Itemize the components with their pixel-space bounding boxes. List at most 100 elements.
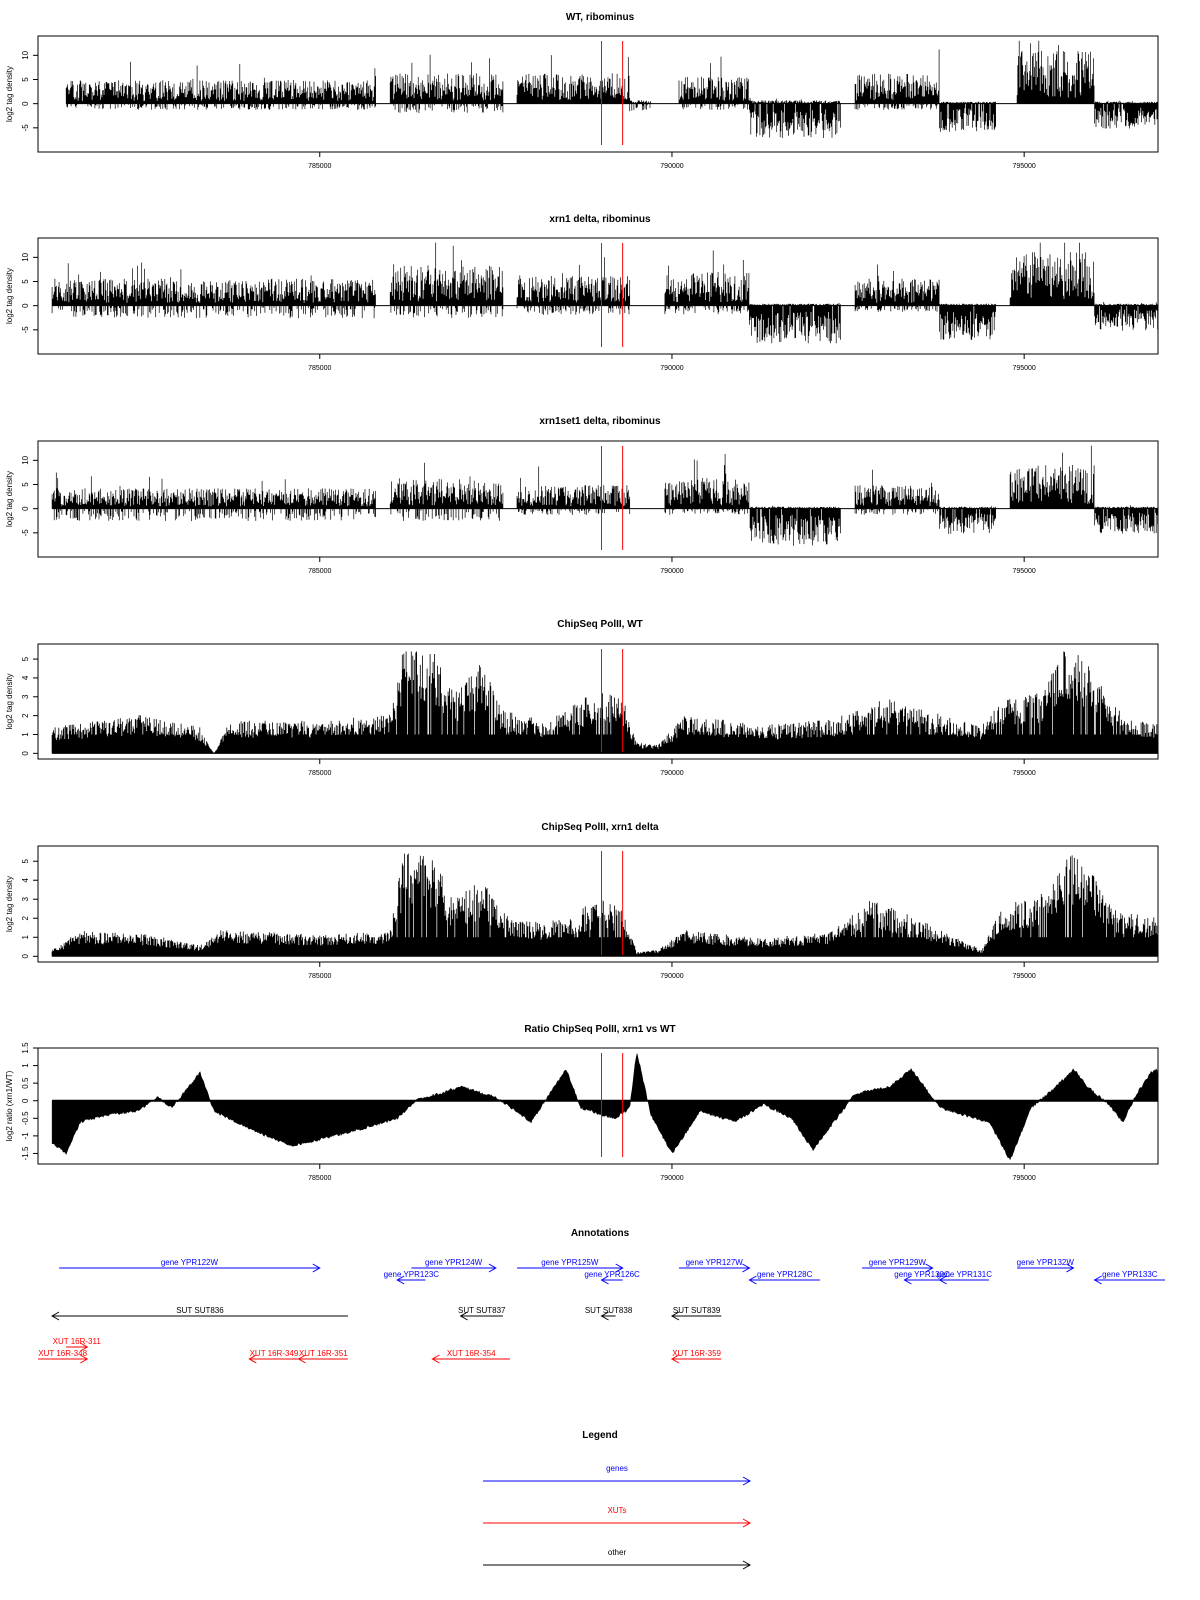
annotation-feature: XUT 16R-348 xyxy=(38,1349,89,1364)
x-tick-label: 785000 xyxy=(308,1175,331,1182)
feature-label: gene YPR129W xyxy=(869,1258,927,1267)
feature-arrow-head xyxy=(312,1263,321,1273)
plot-frame xyxy=(37,237,1159,355)
annotation-feature: SUT SUT837 xyxy=(458,1306,506,1321)
feature-arrow-head xyxy=(925,1263,934,1273)
feature-arrow-head xyxy=(396,1275,405,1285)
y-tick-label: 4 xyxy=(21,877,30,882)
annotation-feature: gene YPR124W xyxy=(411,1258,497,1273)
chart-panel-5: ChipSeq PolII, xrn1 delta log2 tag densit… xyxy=(5,822,1159,980)
y-tick-label: -1 xyxy=(21,1132,30,1140)
feature-label: gene YPR123C xyxy=(384,1270,440,1279)
y-tick-label: 0 xyxy=(21,101,30,106)
feature-label: XUT 16R-311 xyxy=(53,1337,102,1346)
y-tick-label: 5 xyxy=(21,77,30,82)
annotation-feature: gene YPR122W xyxy=(59,1258,321,1273)
x-tick-label: 795000 xyxy=(1012,568,1035,575)
feature-label: gene YPR132W xyxy=(1017,1258,1075,1267)
y-tick-label: 0 xyxy=(21,751,30,756)
ratio-area xyxy=(51,1053,1159,1161)
x-tick-label: 795000 xyxy=(1012,770,1035,777)
feature-label: SUT SUT837 xyxy=(458,1306,506,1315)
x-tick-label: 795000 xyxy=(1012,1175,1035,1182)
legend-title: Legend xyxy=(582,1430,618,1441)
y-tick-label: 2 xyxy=(21,915,30,920)
feature-arrow-head xyxy=(938,1275,947,1285)
plot-frame xyxy=(37,643,1159,760)
annotation-feature: gene YPR127W xyxy=(679,1258,751,1273)
legend-entry: genes xyxy=(483,1464,752,1486)
y-tick-label: -5 xyxy=(21,124,30,132)
data-series xyxy=(51,242,1158,344)
tag-density-bars xyxy=(51,242,1158,344)
feature-arrow-head xyxy=(600,1275,609,1285)
y-tick-label: 1 xyxy=(21,935,30,940)
annotation-feature: gene YPR128C xyxy=(748,1270,820,1285)
annotation-feature: gene YPR131C xyxy=(937,1270,993,1285)
feature-arrow-head xyxy=(248,1354,257,1364)
plot-frame xyxy=(37,1047,1159,1165)
y-axis-label: log2 tag density xyxy=(5,268,14,324)
y-tick-label: 0 xyxy=(21,954,30,959)
annotations-panel: Annotations gene YPR122W gene YPR123C gene … xyxy=(38,1228,1166,1364)
chart-panel-4: ChipSeq PolII, WT log2 tag density 0 1 2 3 4 5 7… xyxy=(5,619,1159,777)
legend-label: other xyxy=(608,1548,627,1557)
x-tick-label: 790000 xyxy=(660,973,683,980)
annotation-feature: SUT SUT836 xyxy=(51,1306,348,1321)
y-tick-label: 2 xyxy=(21,713,30,718)
feature-arrow-head xyxy=(600,1311,609,1321)
feature-label: gene YPR133C xyxy=(1102,1270,1158,1279)
chart-title: Ratio ChipSeq PolII, xrn1 vs WT xyxy=(524,1024,675,1035)
feature-arrow-head xyxy=(51,1311,60,1321)
feature-label: gene YPR131C xyxy=(937,1270,993,1279)
feature-arrow-head xyxy=(1093,1275,1102,1285)
chart-title: WT, ribominus xyxy=(566,12,635,23)
x-tick-label: 785000 xyxy=(308,163,331,170)
y-tick-label: 10 xyxy=(21,455,30,464)
legend-arrow-head xyxy=(742,1476,752,1486)
annotation-feature: gene YPR129W xyxy=(862,1258,934,1273)
chart-panel-6: Ratio ChipSeq PolII, xrn1 vs WT log2 rati… xyxy=(5,1024,1159,1182)
chart-panel-1: WT, ribominus log2 tag density -5 0 5 10 78500… xyxy=(5,12,1159,170)
y-tick-label: 1 xyxy=(21,732,30,737)
y-tick-label: 0 xyxy=(21,506,30,511)
annotation-feature: XUT 16R-311 xyxy=(53,1337,102,1352)
feature-label: XUT 16R-351 xyxy=(299,1349,348,1358)
y-tick-label: 5 xyxy=(21,279,30,284)
annotations-title: Annotations xyxy=(571,1228,630,1239)
x-tick-label: 785000 xyxy=(308,365,331,372)
y-tick-label: -5 xyxy=(21,529,30,537)
y-tick-label: 3 xyxy=(21,896,30,901)
annotation-feature: gene YPR130C xyxy=(894,1270,950,1285)
legend-entry: XUTs xyxy=(483,1506,752,1528)
y-tick-label: -0.5 xyxy=(21,1111,30,1125)
annotation-feature: gene YPR125W xyxy=(516,1258,624,1273)
annotation-feature: gene YPR133C xyxy=(1093,1270,1166,1285)
feature-label: gene YPR127W xyxy=(686,1258,744,1267)
y-tick-label: 0 xyxy=(21,303,30,308)
x-tick-label: 785000 xyxy=(308,568,331,575)
plot-frame xyxy=(37,845,1159,963)
y-tick-label: 10 xyxy=(21,252,30,261)
chart-title: ChipSeq PolII, xrn1 delta xyxy=(541,822,659,833)
y-axis-label: log2 tag density xyxy=(5,876,14,932)
plot-frame xyxy=(37,35,1159,153)
y-axis-label: log2 ratio (xrn1/WT) xyxy=(5,1070,14,1141)
feature-arrow-head xyxy=(80,1342,89,1352)
annotation-feature: XUT 16R-359 xyxy=(670,1349,722,1364)
annotation-feature: SUT SUT839 xyxy=(670,1306,722,1321)
legend-entry: other xyxy=(483,1548,752,1570)
feature-label: XUT 16R-348 xyxy=(38,1349,87,1358)
y-tick-label: 4 xyxy=(21,675,30,680)
x-tick-label: 790000 xyxy=(660,163,683,170)
feature-label: XUT 16R-359 xyxy=(672,1349,721,1358)
feature-label: SUT SUT839 xyxy=(673,1306,721,1315)
feature-label: gene YPR126C xyxy=(584,1270,640,1279)
coverage-bars xyxy=(51,651,1158,754)
feature-arrow-head xyxy=(488,1263,497,1273)
data-series xyxy=(51,651,1158,754)
y-axis-label: log2 tag density xyxy=(5,673,14,729)
feature-label: gene YPR125W xyxy=(541,1258,599,1267)
y-tick-label: -5 xyxy=(21,326,30,334)
